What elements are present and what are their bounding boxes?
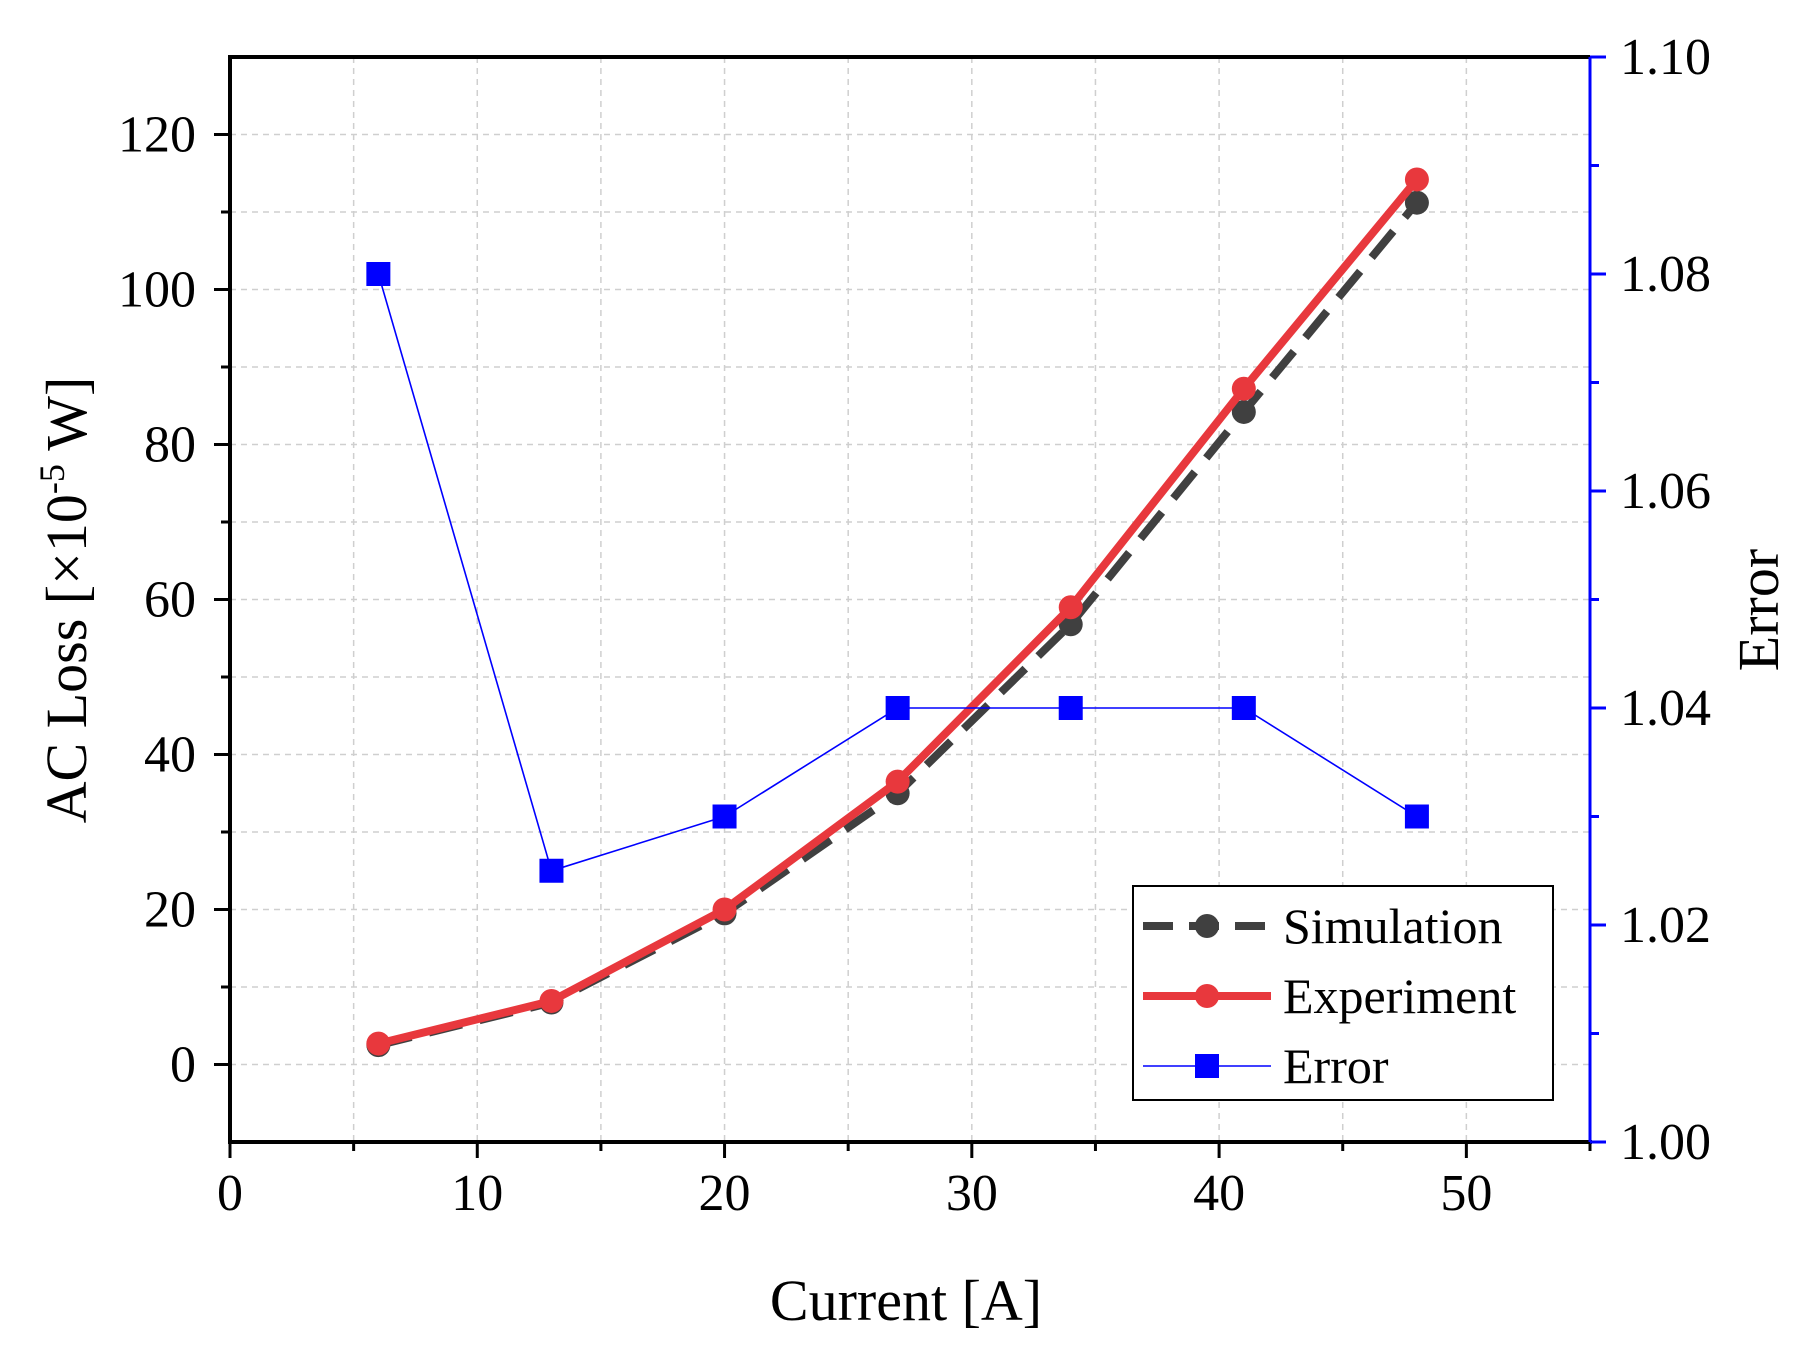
legend-simulation-marker (1195, 914, 1219, 938)
y2-tick-label: 1.08 (1620, 246, 1711, 303)
error-point (1404, 804, 1429, 829)
axis-labels: Current [A] AC Loss [×10-5 W] Error (32, 377, 1791, 1333)
error-point (885, 696, 910, 720)
experiment-point (539, 988, 564, 1013)
y2-tick-label: 1.04 (1620, 680, 1711, 737)
x-tick-label: 0 (217, 1165, 243, 1222)
axes: 0 10 20 30 40 50 0 20 40 60 80 100 120 1.00 1.02 1.04 1.… (118, 29, 1711, 1222)
legend: Simulation Experiment Error (1132, 885, 1554, 1101)
legend-experiment-label: Experiment (1283, 968, 1516, 1024)
y-tick-label: 80 (144, 417, 196, 474)
x-tick-label: 40 (1193, 1165, 1245, 1222)
experiment-point (885, 769, 910, 794)
y-tick-label: 40 (144, 727, 196, 784)
y-tick-label: 120 (118, 107, 196, 164)
error-point (1058, 696, 1083, 720)
experiment-point (1058, 595, 1083, 620)
y-axis-title: AC Loss [×10-5 W] (32, 377, 99, 824)
legend-experiment-marker (1195, 984, 1219, 1008)
simulation-point (1231, 399, 1256, 424)
y-axis-title-main: AC Loss [×10 (34, 494, 99, 823)
simulation-point (1404, 190, 1429, 215)
error-point (539, 858, 564, 883)
legend-error-marker (1195, 1054, 1219, 1078)
y2-tick-label: 1.00 (1620, 1114, 1711, 1171)
y-tick-label: 60 (144, 572, 196, 629)
x-tick-label: 30 (946, 1165, 998, 1222)
y2-tick-label: 1.02 (1620, 897, 1711, 954)
legend-simulation-label: Simulation (1283, 898, 1502, 954)
x-axis-title: Current [A] (770, 1268, 1042, 1333)
y-tick-label: 100 (118, 262, 196, 319)
x-tick-label: 50 (1440, 1165, 1492, 1222)
x-tick-label: 20 (699, 1165, 751, 1222)
error-point (1231, 696, 1256, 720)
x-tick-label: 10 (451, 1165, 503, 1222)
y2-axis-title: Error (1726, 549, 1791, 671)
experiment-point (1404, 167, 1429, 192)
y-tick-label: 0 (170, 1037, 196, 1094)
y-tick-label: 20 (144, 882, 196, 939)
y2-tick-label: 1.06 (1620, 463, 1711, 520)
y-axis-title-unit: W] (34, 377, 99, 465)
legend-error-label: Error (1283, 1038, 1389, 1094)
series-layer (366, 167, 1429, 1058)
experiment-point (366, 1031, 391, 1056)
experiment-point (712, 897, 737, 922)
experiment-point (1231, 376, 1256, 401)
y2-tick-label: 1.10 (1620, 29, 1711, 86)
error-point (712, 804, 737, 829)
error-point (366, 262, 391, 286)
y-axis-title-superscript: -5 (32, 464, 72, 494)
